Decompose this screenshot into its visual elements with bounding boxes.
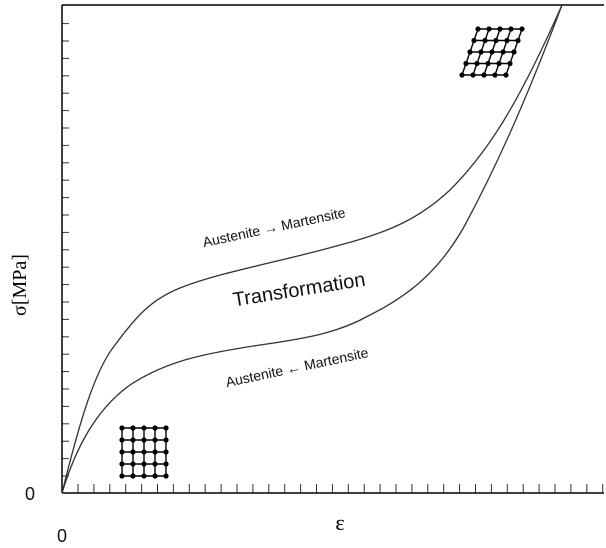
lattice-atom [152,449,158,455]
lattice-atom [152,437,158,443]
lattice-atom [474,60,480,67]
lattice-atom [486,26,492,32]
lattice-atom [507,60,513,67]
lattice-atom [497,26,503,32]
lattice-atom [500,49,506,55]
x-origin-label: 0 [57,526,67,546]
lattice-atom [141,449,147,455]
ticks [62,23,604,493]
lattice-atom [141,437,147,443]
lattice-atom [119,473,125,479]
loading-curve [61,4,563,494]
unloading-curve [61,4,563,494]
y-origin-label: 0 [25,484,35,504]
lattice-atom [519,26,525,32]
lattice-atom [141,461,147,467]
lattice-atom [130,437,136,443]
lattice-atom [504,37,510,44]
lattice-atom [119,437,125,443]
lattice-atom [470,72,476,78]
lattice-atom [489,49,495,55]
lattice-atom [141,473,147,479]
lattice-atom [152,425,158,431]
lattice-atom [511,49,517,55]
lattice-atom [459,72,465,78]
lattice-atom [508,26,514,32]
lattice-atom [467,49,473,55]
lattice-atom [119,461,125,467]
lattice-atom [496,60,502,67]
lattice-atom [130,473,136,479]
lattice-atom [493,37,499,44]
lattice-atom [503,72,509,78]
lattice-martensite [459,26,525,78]
y-axis-title: σ[MPa] [9,254,31,316]
lattice-austenite [119,425,169,479]
x-axis-title: ε [335,510,344,535]
lattice-atom [515,37,521,44]
lattice-atom [152,473,158,479]
lattice-atom [141,425,147,431]
lattice-atom [163,437,169,443]
lattice-atom [130,449,136,455]
lattice-atom [163,473,169,479]
lattice-atom [475,26,481,32]
lattice-atom [481,72,487,78]
lattice-atom [482,37,488,44]
lattice-atom [478,49,484,55]
lattice-atom [492,72,498,78]
lattice-atom [119,425,125,431]
lattice-atom [163,449,169,455]
lattice-atom [119,449,125,455]
lattice-atom [130,461,136,467]
lattice-atom [130,425,136,431]
lattice-atom [471,37,477,44]
lattice-atom [163,425,169,431]
lattice-atom [485,60,491,67]
lattice-atom [463,60,469,67]
lattice-atom [152,461,158,467]
lattice-atom [163,461,169,467]
